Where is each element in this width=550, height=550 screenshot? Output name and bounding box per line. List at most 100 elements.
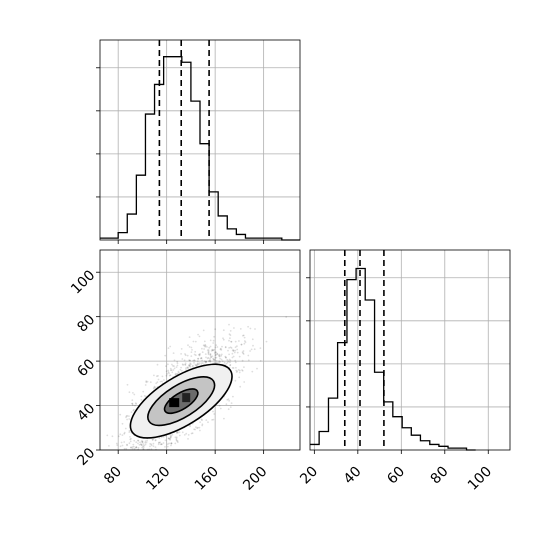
scatter-point: [205, 360, 207, 363]
scatter-point: [210, 356, 213, 359]
scatter-point: [164, 439, 167, 442]
scatter-point: [222, 329, 225, 332]
scatter-point: [128, 442, 131, 445]
scatter-point: [162, 436, 165, 438]
scatter-point: [198, 335, 201, 338]
scatter-point: [188, 364, 191, 367]
scatter-point: [236, 351, 239, 354]
scatter-point: [171, 371, 174, 374]
scatter-point: [189, 362, 192, 365]
scatter-point: [193, 362, 195, 364]
scatter-point: [131, 399, 134, 402]
scatter-point: [193, 428, 196, 431]
scatter-point: [161, 380, 163, 383]
scatter-point: [205, 360, 208, 363]
scatter-point: [129, 438, 132, 441]
scatter-point: [128, 431, 131, 433]
scatter-point: [198, 362, 201, 364]
scatter-point: [242, 334, 245, 337]
contour-level-2: [147, 376, 216, 427]
scatter-point: [166, 373, 169, 375]
scatter-point: [251, 370, 254, 373]
scatter-point: [142, 445, 144, 448]
scatter-point: [181, 431, 184, 434]
scatter-point: [143, 444, 146, 447]
scatter-point: [252, 344, 254, 347]
scatter-point: [180, 366, 183, 369]
scatter-point: [174, 372, 177, 375]
scatter-point: [211, 355, 214, 358]
scatter-point: [219, 361, 222, 363]
scatter-point: [189, 359, 192, 362]
scatter-point: [190, 346, 193, 349]
scatter-point: [207, 421, 209, 424]
scatter-point: [146, 439, 149, 442]
scatter-point: [232, 367, 235, 369]
scatter-point: [181, 358, 184, 360]
scatter-point: [210, 356, 213, 358]
scatter-point: [176, 372, 179, 375]
scatter-point: [108, 445, 110, 447]
scatter-point: [220, 347, 222, 350]
contour-fill-outer: [130, 364, 233, 438]
scatter-point: [201, 423, 204, 426]
scatter-point: [132, 443, 135, 446]
scatter-point: [209, 353, 212, 356]
scatter-point: [193, 359, 196, 362]
scatter-point: [134, 402, 137, 405]
scatter-point: [240, 343, 243, 346]
scatter-point: [207, 351, 210, 353]
scatter-point: [209, 357, 211, 360]
scatter-point: [144, 440, 147, 443]
scatter-point: [198, 353, 200, 356]
scatter-point: [233, 351, 236, 354]
scatter-point: [204, 361, 207, 364]
scatter-point: [214, 354, 217, 357]
scatter-point: [135, 403, 138, 405]
scatter-point: [168, 442, 171, 445]
scatter-point: [231, 349, 234, 352]
scatter-point: [119, 445, 122, 448]
scatter-point: [125, 447, 128, 450]
scatter-point: [223, 417, 225, 420]
scatter-point: [213, 413, 216, 415]
scatter-point: [188, 365, 191, 367]
scatter-point: [228, 333, 231, 336]
scatter-point: [173, 365, 175, 367]
scatter-point: [170, 444, 172, 447]
scatter-point: [121, 444, 124, 447]
scatter-point: [133, 408, 135, 411]
scatter-point: [180, 353, 183, 355]
scatter-point: [169, 367, 172, 370]
scatter-point: [224, 346, 227, 349]
scatter-point: [256, 367, 258, 370]
scatter-point: [182, 364, 185, 366]
scatter-point: [234, 340, 237, 343]
scatter-point: [205, 361, 208, 364]
scatter-point: [247, 359, 250, 362]
histogram-step-line: [310, 267, 476, 451]
scatter-point: [144, 384, 147, 386]
scatter-point: [174, 442, 177, 445]
scatter-point: [168, 372, 170, 375]
scatter-point: [218, 355, 221, 357]
scatter-point: [209, 360, 212, 362]
scatter-point: [242, 352, 244, 355]
scatter-point: [141, 441, 144, 444]
scatter-point: [205, 419, 208, 421]
scatter-point: [212, 342, 215, 344]
scatter-point: [176, 364, 179, 367]
scatter-point: [126, 414, 129, 417]
scatter-point: [232, 350, 235, 353]
scatter-point: [218, 353, 221, 356]
scatter-point: [158, 441, 160, 444]
scatter-point: [152, 387, 155, 390]
scatter-point: [142, 446, 145, 449]
scatter-point: [195, 364, 198, 367]
scatter-point: [160, 436, 163, 439]
scatter-point: [209, 354, 212, 357]
scatter-point: [123, 441, 126, 443]
scatter-point: [187, 438, 189, 440]
scatter-point: [167, 437, 170, 440]
y-tick-label: 40: [74, 401, 98, 425]
